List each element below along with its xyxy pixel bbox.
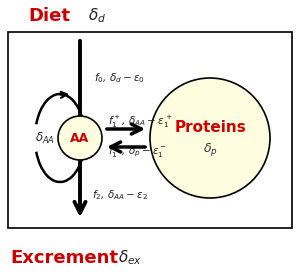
Text: Diet: Diet bbox=[28, 7, 70, 25]
Text: $\delta_d$: $\delta_d$ bbox=[88, 7, 106, 25]
Text: AA: AA bbox=[70, 131, 90, 144]
Text: Excrement: Excrement bbox=[10, 249, 118, 267]
Text: $f_1^+$, $\delta_{AA}-\varepsilon_1^+$: $f_1^+$, $\delta_{AA}-\varepsilon_1^+$ bbox=[108, 114, 172, 130]
Bar bbox=[8, 32, 292, 228]
Text: Proteins: Proteins bbox=[174, 120, 246, 135]
Circle shape bbox=[150, 78, 270, 198]
Text: $f_2$, $\delta_{AA} - \varepsilon_2$: $f_2$, $\delta_{AA} - \varepsilon_2$ bbox=[92, 188, 148, 202]
Text: $f_0$, $\delta_d - \varepsilon_0$: $f_0$, $\delta_d - \varepsilon_0$ bbox=[94, 71, 145, 85]
Text: $\delta_{AA}$: $\delta_{AA}$ bbox=[35, 131, 55, 146]
Text: $f_1^-$, $\delta_p-\varepsilon_1^-$: $f_1^-$, $\delta_p-\varepsilon_1^-$ bbox=[108, 145, 167, 159]
Circle shape bbox=[58, 116, 102, 160]
Text: $\delta_{ex}$: $\delta_{ex}$ bbox=[118, 249, 142, 267]
Text: $\delta_p$: $\delta_p$ bbox=[202, 141, 217, 159]
